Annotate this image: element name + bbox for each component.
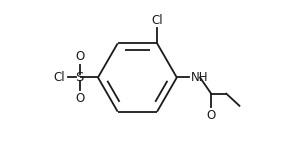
Text: NH: NH [191,71,208,84]
Text: O: O [75,50,84,63]
Text: O: O [75,92,84,105]
Text: S: S [76,71,84,84]
Text: Cl: Cl [151,14,163,27]
Text: O: O [206,109,216,122]
Text: Cl: Cl [53,71,65,84]
